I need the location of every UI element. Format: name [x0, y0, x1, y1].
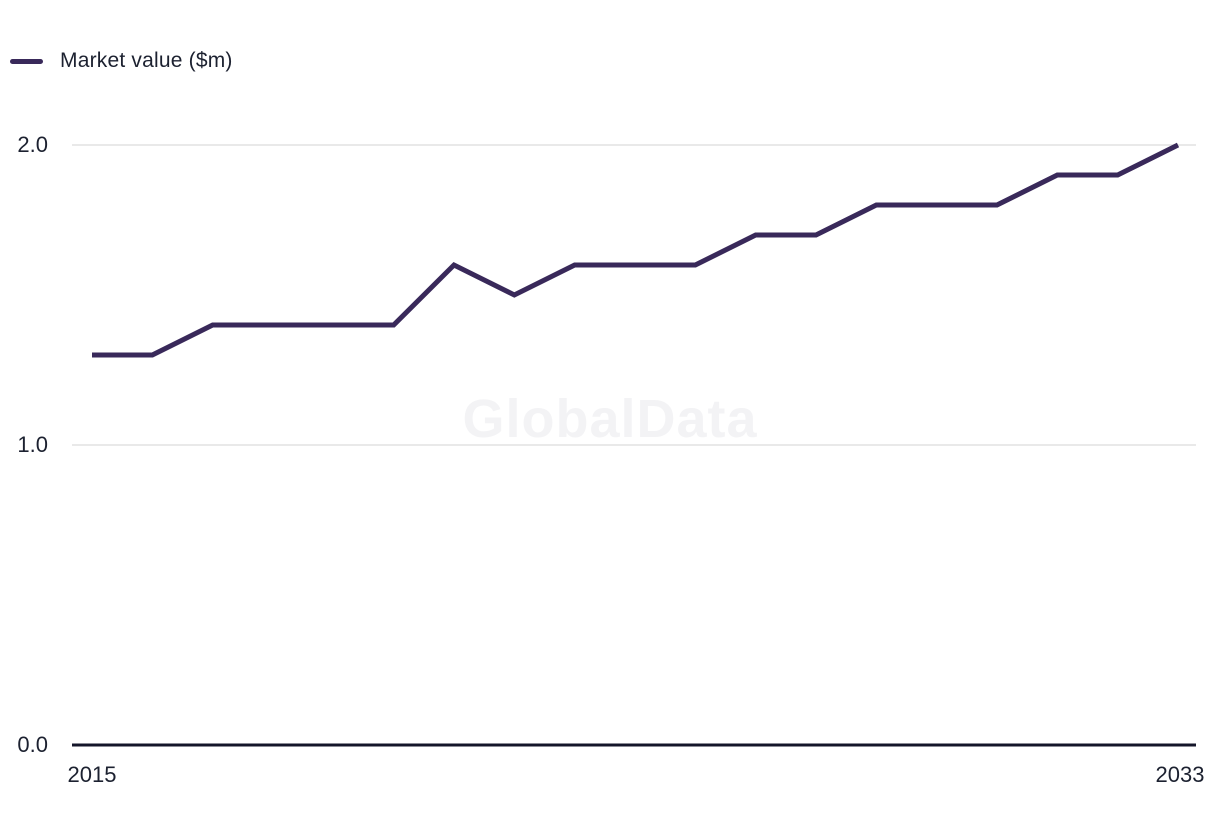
y-tick-label-1.0: 1.0 — [17, 432, 48, 457]
y-tick-label-2.0: 2.0 — [17, 132, 48, 157]
legend-line-swatch-icon — [10, 58, 43, 64]
x-tick-label-2033: 2033 — [1155, 762, 1205, 787]
market-value-line — [92, 142, 1180, 358]
legend: Market value ($m) — [10, 48, 233, 74]
y-tick-label-0.0: 0.0 — [17, 732, 48, 757]
x-tick-label-2015: 2015 — [67, 762, 117, 787]
legend-label: Market value ($m) — [60, 49, 233, 72]
